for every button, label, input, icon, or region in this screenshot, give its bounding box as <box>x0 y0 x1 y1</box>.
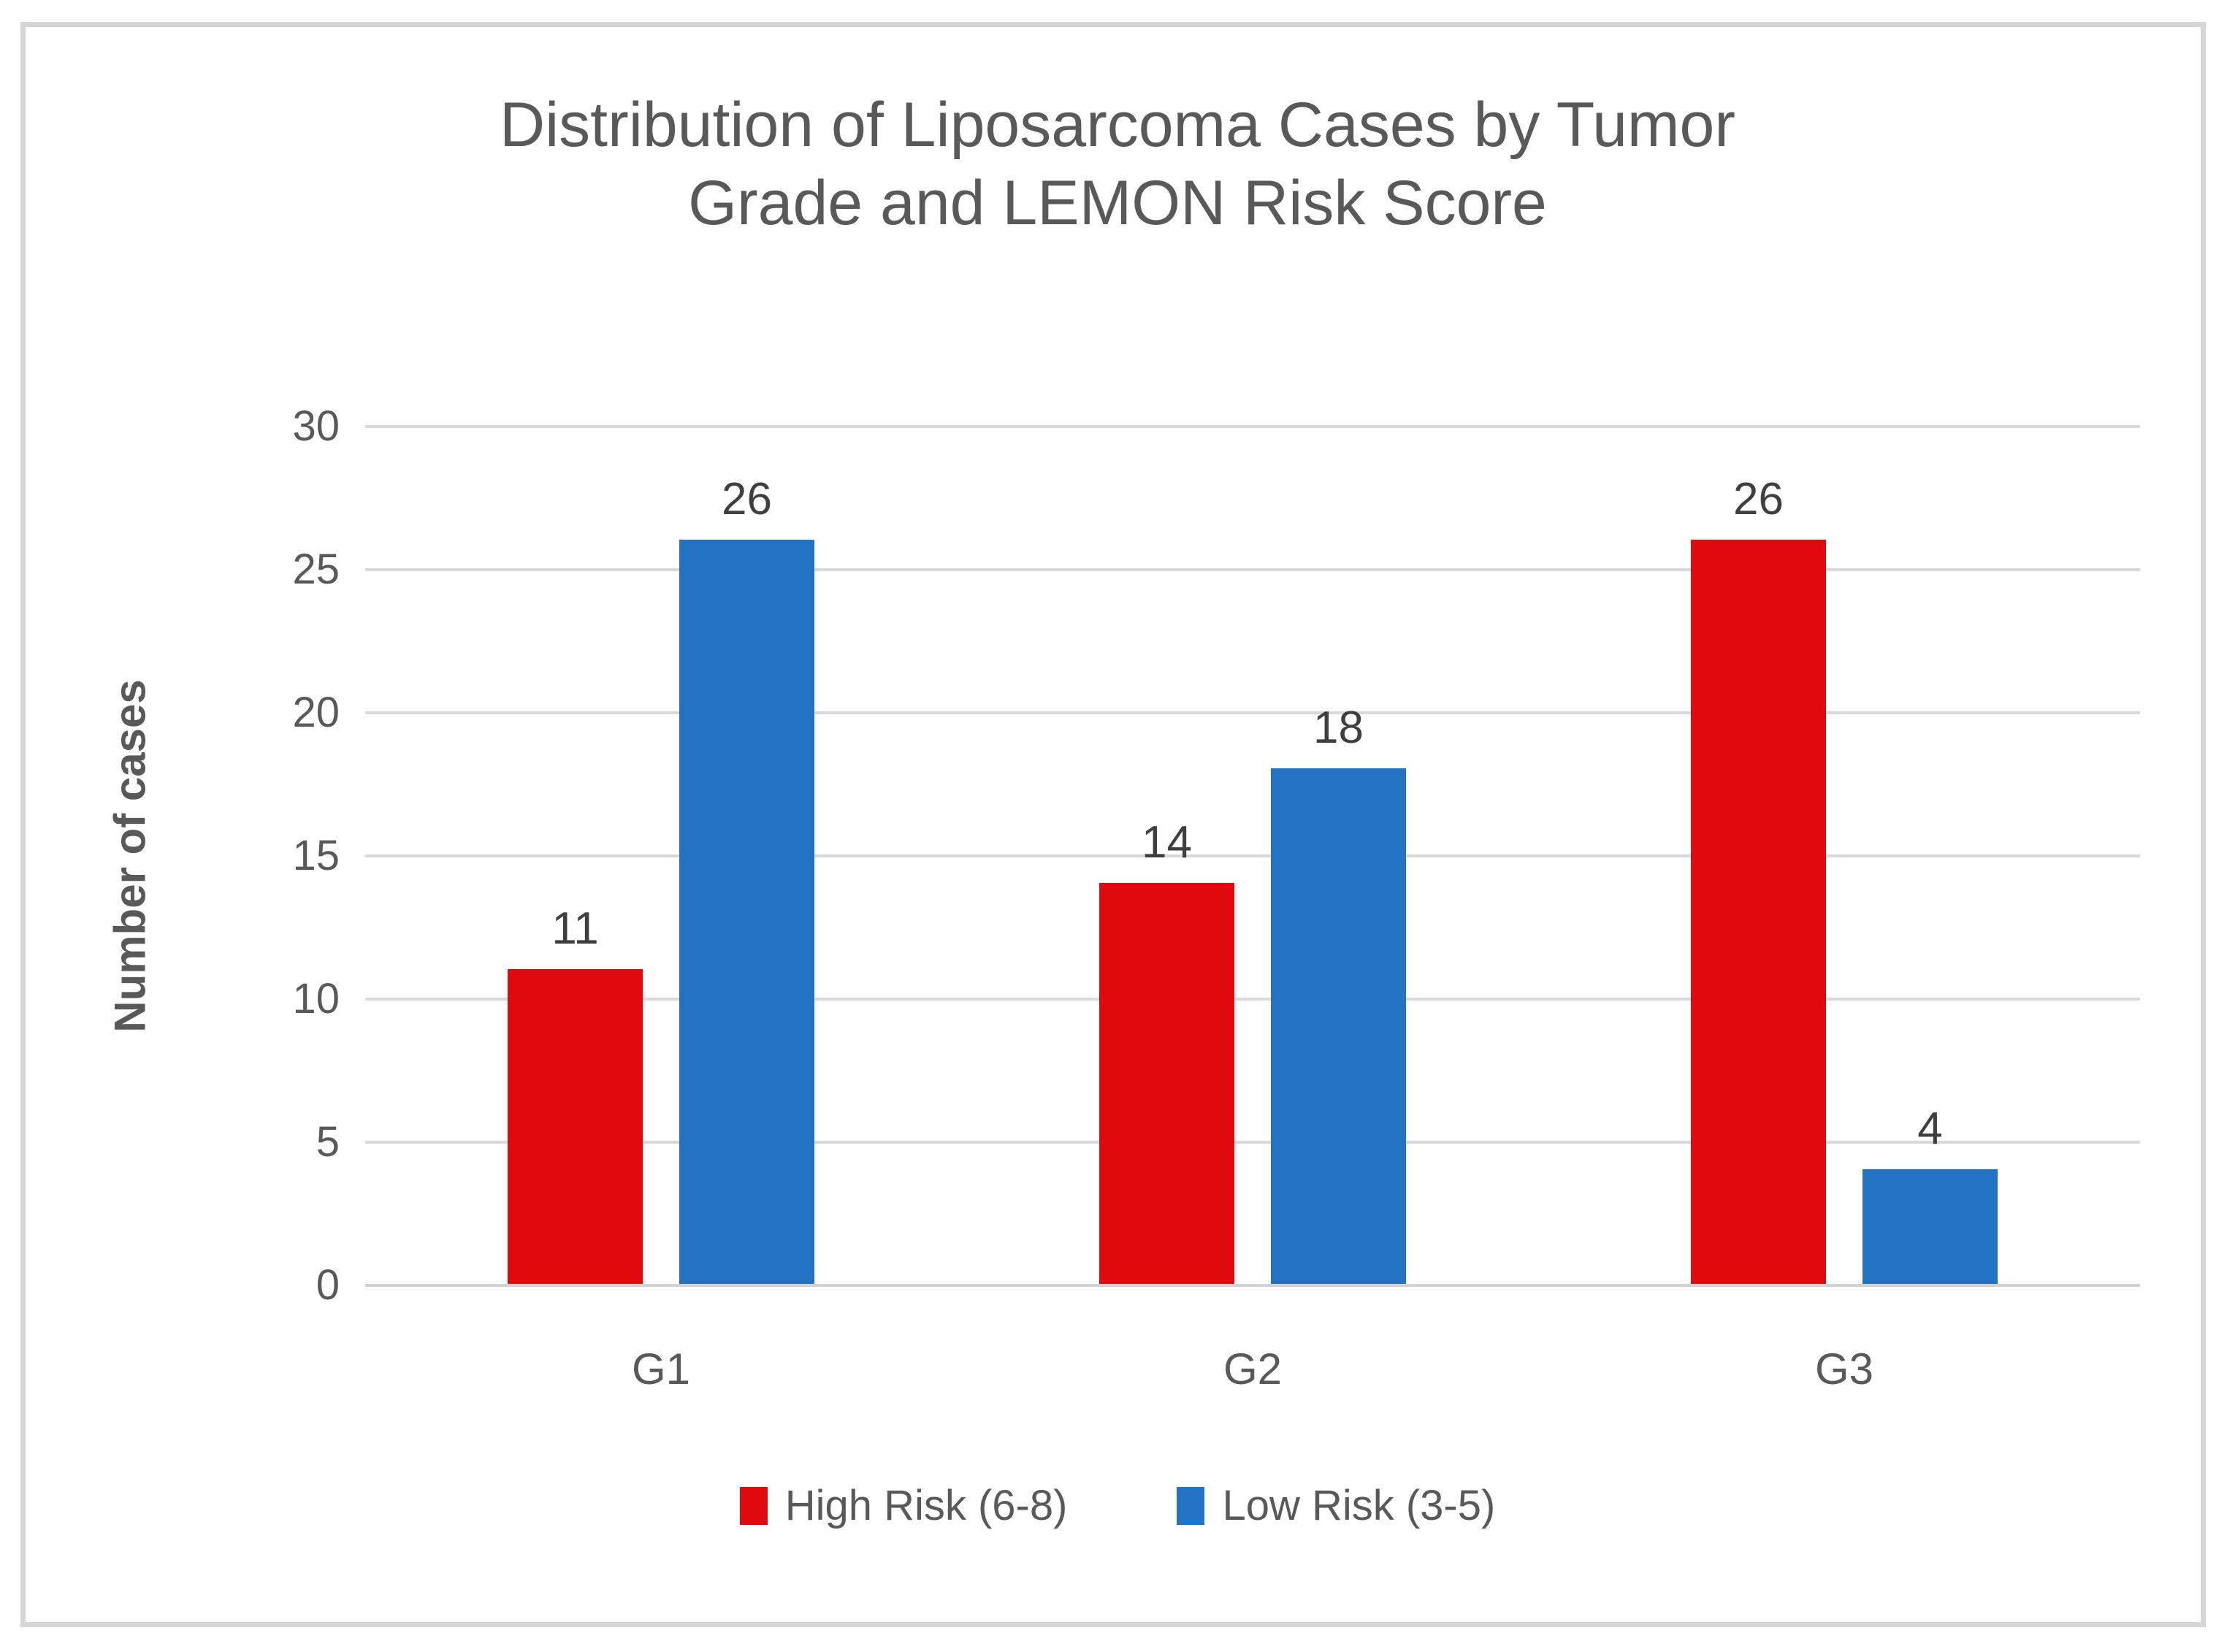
bar-g3-low-risk <box>1862 1169 1998 1284</box>
bar-value-label: 14 <box>1142 817 1192 868</box>
y-tick-0: 0 <box>316 1261 340 1309</box>
plot-area: 11 26 14 18 26 4 <box>365 425 2140 1287</box>
chart-legend: High Risk (6-8) Low Risk (3-5) <box>0 1481 2235 1530</box>
legend-item-low-risk: Low Risk (3-5) <box>1177 1481 1495 1530</box>
bar-group-g1-low-risk: 26 <box>679 473 814 1284</box>
bar-g2-high-risk <box>1099 883 1234 1284</box>
bar-g3-high-risk <box>1691 540 1826 1284</box>
bar-value-label: 4 <box>1917 1104 1943 1154</box>
bar-group-g2-low-risk: 18 <box>1271 702 1406 1284</box>
x-category-label-g2: G2 <box>1223 1345 1283 1393</box>
y-tick-15: 15 <box>292 832 340 879</box>
bar-value-label: 26 <box>1733 474 1784 524</box>
chart-title-line2: Grade and LEMON Risk Score <box>688 167 1547 238</box>
y-tick-5: 5 <box>316 1118 340 1166</box>
gridline-10 <box>365 998 2140 1001</box>
bar-value-label: 18 <box>1313 703 1364 753</box>
y-tick-10: 10 <box>292 975 340 1022</box>
gridline-20 <box>365 711 2140 714</box>
bar-g1-high-risk <box>508 969 643 1284</box>
gridline-15 <box>365 854 2140 857</box>
legend-label-high-risk: High Risk (6-8) <box>784 1482 1068 1529</box>
gridline-30 <box>365 425 2140 428</box>
gridline-5 <box>365 1141 2140 1144</box>
x-category-label-g1: G1 <box>631 1345 691 1393</box>
y-tick-20: 20 <box>292 689 340 736</box>
bar-group-g1-high-risk: 11 <box>508 903 643 1284</box>
bar-value-label: 26 <box>722 474 772 524</box>
bar-g2-low-risk <box>1271 768 1406 1284</box>
bar-group-g3-high-risk: 26 <box>1691 473 1826 1284</box>
bar-g1-low-risk <box>679 540 814 1284</box>
bar-value-label: 11 <box>551 903 599 954</box>
legend-swatch-low-risk-icon <box>1177 1486 1205 1525</box>
chart-title-line1: Distribution of Liposarcoma Cases by Tum… <box>499 90 1736 160</box>
bar-group-g2-high-risk: 14 <box>1099 817 1234 1284</box>
chart-frame <box>20 22 2206 1627</box>
legend-label-low-risk: Low Risk (3-5) <box>1222 1482 1496 1529</box>
legend-item-high-risk: High Risk (6-8) <box>739 1481 1068 1530</box>
gridline-25 <box>365 568 2140 571</box>
chart-title: Distribution of Liposarcoma Cases by Tum… <box>0 86 2235 242</box>
y-axis-title: Number of cases <box>105 679 155 1033</box>
x-axis-baseline <box>365 1284 2140 1287</box>
x-category-label-g3: G3 <box>1814 1345 1874 1393</box>
legend-swatch-high-risk-icon <box>739 1486 768 1525</box>
y-tick-25: 25 <box>292 546 340 593</box>
bar-group-g3-low-risk: 4 <box>1862 1103 1998 1284</box>
y-tick-30: 30 <box>292 402 340 450</box>
